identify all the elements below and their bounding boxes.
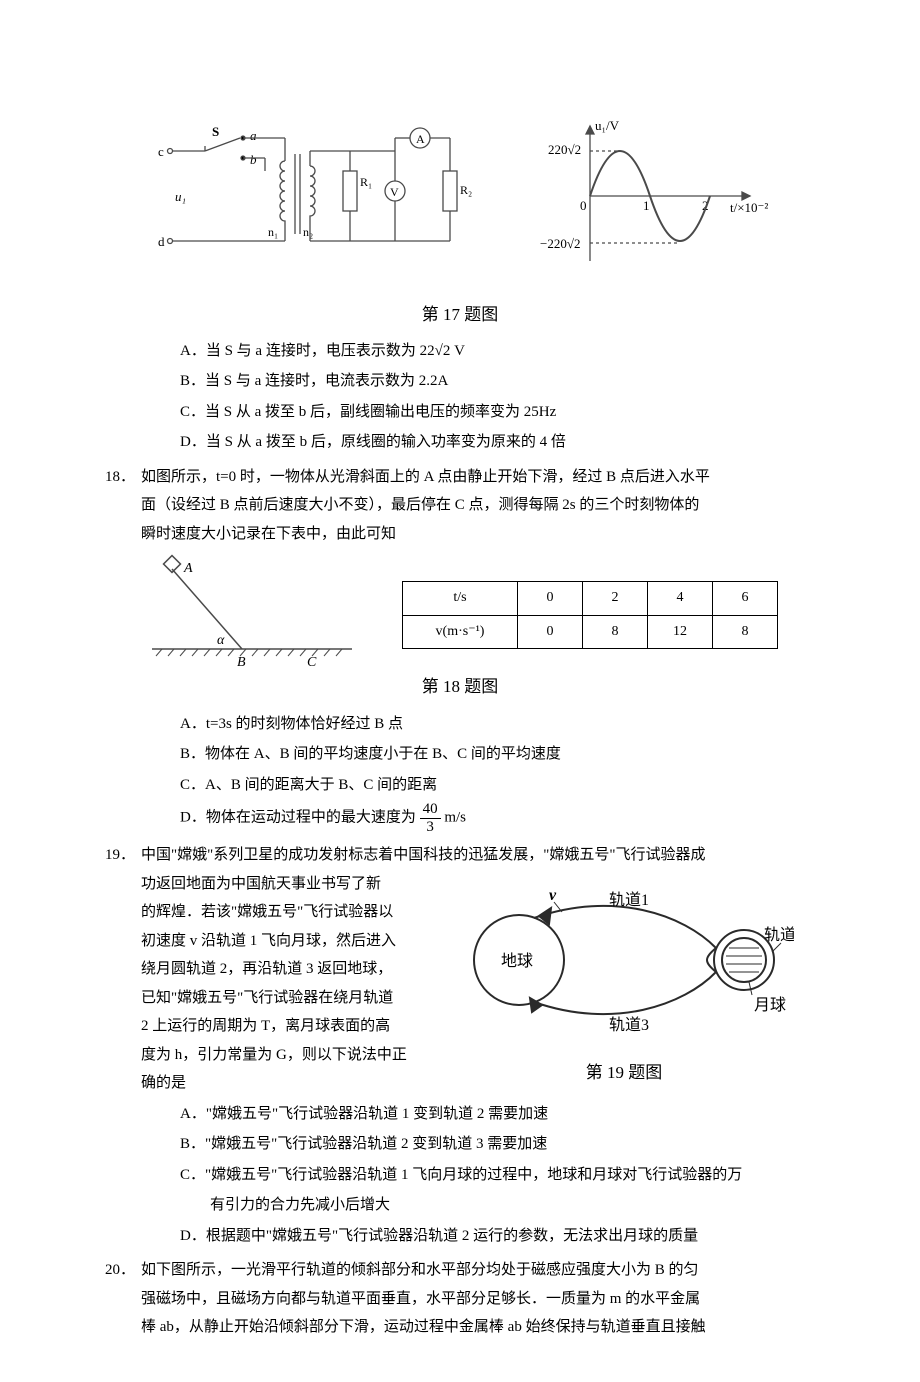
fig18-incline: A α B C xyxy=(142,554,362,669)
q18-A: A xyxy=(183,561,193,576)
q19-opt-B: B．"嫦娥五号"飞行试验器沿轨道 2 变到轨道 3 需要加速 xyxy=(180,1130,815,1159)
q19-l6: 度为 h，引力常量为 G，则以下说法中正 xyxy=(141,1041,421,1070)
label-b: b xyxy=(250,152,257,167)
label-A: A xyxy=(416,132,425,146)
tbl-h4: 6 xyxy=(713,582,778,616)
q18-D-frac: 40 3 xyxy=(420,801,441,835)
tbl-r4: 8 xyxy=(713,615,778,649)
q17-options: A．当 S 与 a 连接时，电压表示数为 22√2 V B．当 S 与 a 连接… xyxy=(180,337,815,457)
q17-opt-C: C．当 S 从 a 拨至 b 后，副线圈输出电压的频率变为 25Hz xyxy=(180,398,815,427)
q20-l1: 强磁场中，且磁场方向都与轨道平面垂直，水平部分足够长．一质量为 m 的水平金属 xyxy=(141,1285,815,1314)
tbl-h2: 2 xyxy=(583,582,648,616)
label-moon: 月球 xyxy=(754,996,786,1014)
label-u1: u₁ xyxy=(175,189,186,204)
graph-ylabel: u₁/V xyxy=(595,118,620,133)
q19-l0: 功返回地面为中国航天事业书写了新 xyxy=(141,870,421,899)
q19-l1: 的辉煌．若该"嫦娥五号"飞行试验器以 xyxy=(141,898,421,927)
tbl-r1: 0 xyxy=(518,615,583,649)
q18: 18． 如图所示，t=0 时，一物体从光滑斜面上的 A 点由静止开始下滑，经过 … xyxy=(105,463,815,549)
label-a: a xyxy=(250,128,257,143)
fig17-caption: 第 17 题图 xyxy=(105,299,815,331)
q18-D-post: m/s xyxy=(444,810,466,826)
tbl-r0: v(m·s⁻¹) xyxy=(403,615,518,649)
tbl-h1: 0 xyxy=(518,582,583,616)
q18-table: t/s 0 2 4 6 v(m·s⁻¹) 0 8 12 8 xyxy=(402,581,778,649)
label-c: c xyxy=(158,144,164,159)
q18-alpha: α xyxy=(217,633,225,648)
figure-18: A α B C t/s 0 2 4 6 v(m·s⁻¹) 0 8 xyxy=(105,554,815,703)
q20-l0: 如下图所示，一光滑平行轨道的倾斜部分和水平部分均处于磁感应强度大小为 B 的匀 xyxy=(141,1256,815,1285)
q19-opt-D: D．根据题中"嫦娥五号"飞行试验器沿轨道 2 运行的参数，无法求出月球的质量 xyxy=(180,1222,815,1251)
q19-l5: 2 上运行的周期为 T，离月球表面的高 xyxy=(141,1012,421,1041)
q17-opt-D: D．当 S 从 a 拨至 b 后，原线圈的输入功率变为原来的 4 倍 xyxy=(180,428,815,457)
q18-opt-D: D．物体在运动过程中的最大速度为 40 3 m/s xyxy=(180,801,815,835)
q19-l2: 初速度 v 沿轨道 1 飞向月球，然后进入 xyxy=(141,927,421,956)
q20: 20． 如下图所示，一光滑平行轨道的倾斜部分和水平部分均处于磁感应强度大小为 B… xyxy=(105,1256,815,1342)
fig19-svg: 地球 月球 v 轨道1 xyxy=(454,870,794,1045)
label-v: v xyxy=(549,887,557,904)
graph-xlabel: t/×10⁻² s xyxy=(730,200,770,215)
q19-l4: 已知"嫦娥五号"飞行试验器在绕月轨道 xyxy=(141,984,421,1013)
graph-ymax: 220√2 xyxy=(548,142,581,157)
fig18-caption: 第 18 题图 xyxy=(105,671,815,703)
q20-num: 20． xyxy=(105,1256,141,1342)
q19-opt-A: A．"嫦娥五号"飞行试验器沿轨道 1 变到轨道 2 需要加速 xyxy=(180,1100,815,1129)
tbl-r2: 8 xyxy=(583,615,648,649)
q18-D-num: 40 xyxy=(420,801,441,819)
label-orbit3: 轨道3 xyxy=(609,1016,649,1034)
label-orbit2: 轨道2 xyxy=(764,926,794,944)
fig17-svg: c d u₁ S a b n₁ xyxy=(150,116,770,286)
q19-options: A．"嫦娥五号"飞行试验器沿轨道 1 变到轨道 2 需要加速 B．"嫦娥五号"飞… xyxy=(180,1100,815,1251)
q18-B: B xyxy=(237,655,246,669)
label-R2: R₂ xyxy=(460,183,472,197)
label-S: S xyxy=(212,124,219,139)
q18-stem2: 面（设经过 B 点前后速度大小不变），最后停在 C 点，测得每隔 2s 的三个时… xyxy=(141,491,815,520)
graph-ymin: −220√2 xyxy=(540,236,580,251)
tbl-h0: t/s xyxy=(403,582,518,616)
q17-opt-A: A．当 S 与 a 连接时，电压表示数为 22√2 V xyxy=(180,337,815,366)
graph-xt1: 1 xyxy=(643,198,650,213)
q18-options: A．t=3s 的时刻物体恰好经过 B 点 B．物体在 A、B 间的平均速度小于在… xyxy=(180,710,815,836)
label-n1: n₁ xyxy=(268,225,278,239)
q18-opt-A: A．t=3s 的时刻物体恰好经过 B 点 xyxy=(180,710,815,739)
q19-l3: 绕月圆轨道 2，再沿轨道 3 返回地球， xyxy=(141,955,421,984)
label-d: d xyxy=(158,234,165,249)
q19: 19． 中国"嫦娥"系列卫星的成功发射标志着中国科技的迅猛发展，"嫦娥五号"飞行… xyxy=(105,841,815,1098)
q18-stem1: 如图所示，t=0 时，一物体从光滑斜面上的 A 点由静止开始下滑，经过 B 点后… xyxy=(141,463,815,492)
label-V: V xyxy=(390,185,399,199)
figure-17: c d u₁ S a b n₁ xyxy=(105,116,815,331)
label-n2: n₂ xyxy=(303,225,313,239)
q18-opt-B: B．物体在 A、B 间的平均速度小于在 B、C 间的平均速度 xyxy=(180,740,815,769)
tbl-h3: 4 xyxy=(648,582,713,616)
q18-stem3: 瞬时速度大小记录在下表中，由此可知 xyxy=(141,520,815,549)
label-orbit1: 轨道1 xyxy=(609,891,649,909)
q19-opt-C2: 有引力的合力先减小后增大 xyxy=(180,1191,815,1220)
q19-l7: 确的是 xyxy=(141,1069,421,1098)
q18-opt-C: C．A、B 间的距离大于 B、C 间的距离 xyxy=(180,771,815,800)
q19-opt-C1: C．"嫦娥五号"飞行试验器沿轨道 1 飞向月球的过程中，地球和月球对飞行试验器的… xyxy=(180,1161,815,1190)
tbl-r3: 12 xyxy=(648,615,713,649)
q19-stem-full: 中国"嫦娥"系列卫星的成功发射标志着中国科技的迅猛发展，"嫦娥五号"飞行试验器成 xyxy=(141,841,815,870)
q18-D-pre: D．物体在运动过程中的最大速度为 xyxy=(180,810,416,826)
q18-num: 18． xyxy=(105,463,141,549)
q17-opt-B: B．当 S 与 a 连接时，电流表示数为 2.2A xyxy=(180,367,815,396)
fig19-caption: 第 19 题图 xyxy=(433,1057,815,1089)
label-R1: R₁ xyxy=(360,175,372,189)
label-earth: 地球 xyxy=(501,952,533,970)
svg-text:0: 0 xyxy=(580,198,587,213)
q19-num: 19． xyxy=(105,841,141,1098)
q20-l2: 棒 ab，从静止开始沿倾斜部分下滑，运动过程中金属棒 ab 始终保持与轨道垂直且… xyxy=(141,1313,815,1342)
q18-C: C xyxy=(307,655,317,669)
q18-D-den: 3 xyxy=(420,819,441,836)
